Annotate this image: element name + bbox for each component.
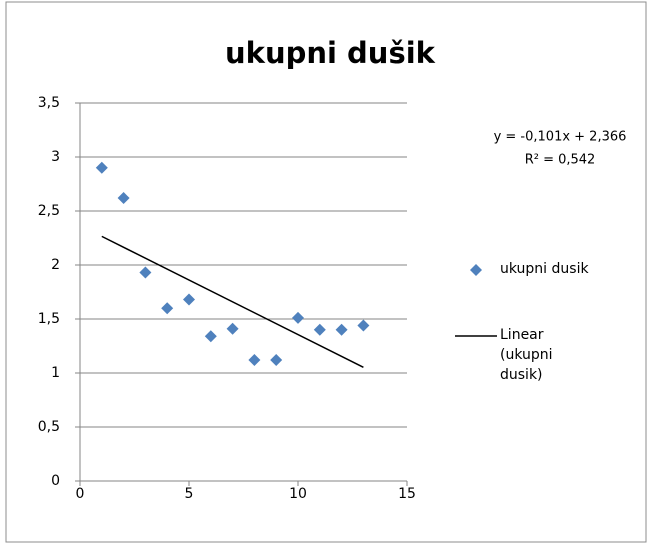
legend-label: ukupni dusik <box>500 261 589 277</box>
y-tick-label: 0,5 <box>38 419 60 435</box>
data-point <box>139 266 152 279</box>
legend-label: Linear (ukupni dusik) <box>500 327 553 383</box>
y-tick-label: 3,5 <box>38 95 60 111</box>
data-point <box>95 161 108 174</box>
x-tick-label: 0 <box>76 486 85 502</box>
x-tick-label: 5 <box>185 486 194 502</box>
annotation: y = -0,101x + 2,366 <box>494 130 627 145</box>
trendline <box>101 235 364 368</box>
y-tick-label: 0 <box>51 473 60 489</box>
y-tick-label: 2 <box>51 257 60 273</box>
y-tick-label: 2,5 <box>38 203 60 219</box>
chart-border <box>5 1 647 543</box>
x-tick-label: 10 <box>289 486 307 502</box>
annotation: R² = 0,542 <box>525 153 596 168</box>
data-point <box>204 330 217 343</box>
data-point <box>248 354 261 367</box>
data-point <box>335 323 348 336</box>
data-point <box>226 322 239 335</box>
data-point <box>292 311 304 324</box>
data-point <box>313 323 326 336</box>
legend-marker <box>470 264 482 276</box>
chart-title: ukupni dušik <box>225 36 436 70</box>
y-tick-label: 1 <box>51 365 60 381</box>
data-point <box>183 293 195 306</box>
y-tick-label: 1,5 <box>38 311 60 327</box>
data-point <box>357 319 370 332</box>
x-tick-label: 15 <box>398 486 416 502</box>
data-point <box>161 302 174 315</box>
data-point <box>270 354 283 367</box>
data-point <box>117 192 130 205</box>
y-tick-label: 3 <box>51 149 60 165</box>
